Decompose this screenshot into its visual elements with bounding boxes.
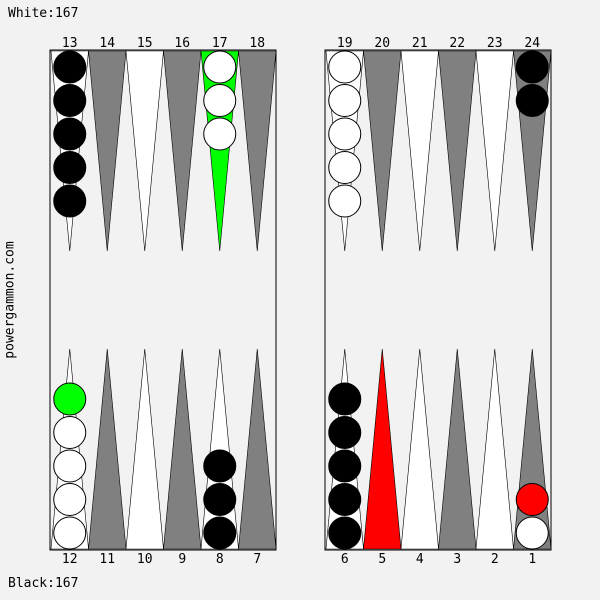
black-checker[interactable] [328,382,362,416]
point-23[interactable] [475,50,514,252]
point-label-top: 21 [412,36,428,51]
point-label-bottom: 7 [253,552,261,567]
point-label-bottom: 2 [491,552,499,567]
point-20[interactable] [363,50,402,252]
white-checker[interactable] [328,84,362,117]
point-label-bottom: 6 [341,552,349,567]
left-board-outline [49,49,277,551]
point-11[interactable] [88,348,127,550]
point-14[interactable] [88,50,127,252]
point-10[interactable] [125,348,164,550]
black-checker[interactable] [328,416,362,449]
white-checker[interactable] [203,84,237,117]
black-checker[interactable] [203,516,237,550]
black-score: Black:167 [8,576,79,591]
white-checker[interactable] [203,50,237,84]
point-7[interactable] [238,348,277,550]
point-label-bottom: 1 [528,552,536,567]
point-label-top: 22 [449,36,465,51]
point-label-bottom: 9 [178,552,186,567]
black-checker[interactable] [53,84,87,117]
point-3[interactable] [438,348,477,550]
point-label-bottom: 12 [62,552,78,567]
checkers-layer [53,50,549,550]
black-checker[interactable] [328,483,362,516]
point-label-top: 24 [524,36,540,51]
red-move-marker[interactable] [515,483,549,516]
point-16[interactable] [163,50,202,252]
black-checker[interactable] [53,151,87,184]
point-5[interactable] [363,348,402,550]
black-checker[interactable] [203,449,237,483]
point-label-bottom: 10 [137,552,153,567]
black-checker[interactable] [328,516,362,550]
white-checker[interactable] [328,50,362,84]
white-checker[interactable] [53,516,87,550]
black-checker[interactable] [328,449,362,483]
point-4[interactable] [400,348,439,550]
black-checker[interactable] [515,50,549,84]
black-checker[interactable] [53,184,87,218]
white-checker[interactable] [328,117,362,151]
point-18[interactable] [238,50,277,252]
white-checker[interactable] [328,151,362,184]
white-checker[interactable] [203,117,237,151]
white-checker[interactable] [53,483,87,516]
point-label-bottom: 4 [416,552,424,567]
point-label-top: 17 [212,36,228,51]
point-label-bottom: 11 [99,552,115,567]
white-checker[interactable] [515,516,549,550]
white-checker[interactable] [53,416,87,449]
point-label-bottom: 8 [216,552,224,567]
green-move-marker[interactable] [53,382,87,416]
point-label-top: 14 [99,36,115,51]
point-label-top: 20 [374,36,390,51]
point-label-top: 23 [487,36,503,51]
point-label-top: 18 [249,36,265,51]
point-15[interactable] [125,50,164,252]
point-22[interactable] [438,50,477,252]
point-label-bottom: 3 [453,552,461,567]
black-checker[interactable] [53,117,87,151]
point-label-top: 16 [174,36,190,51]
black-checker[interactable] [203,483,237,516]
point-9[interactable] [163,348,202,550]
white-score: White:167 [8,6,79,21]
points-layer [50,50,552,550]
point-label-bottom: 5 [378,552,386,567]
point-21[interactable] [400,50,439,252]
point-label-top: 15 [137,36,153,51]
white-checker[interactable] [53,449,87,483]
point-label-top: 13 [62,36,78,51]
right-board-outline [324,49,552,551]
point-2[interactable] [475,348,514,550]
point-label-top: 19 [337,36,353,51]
white-checker[interactable] [328,184,362,218]
black-checker[interactable] [53,50,87,84]
black-checker[interactable] [515,84,549,117]
